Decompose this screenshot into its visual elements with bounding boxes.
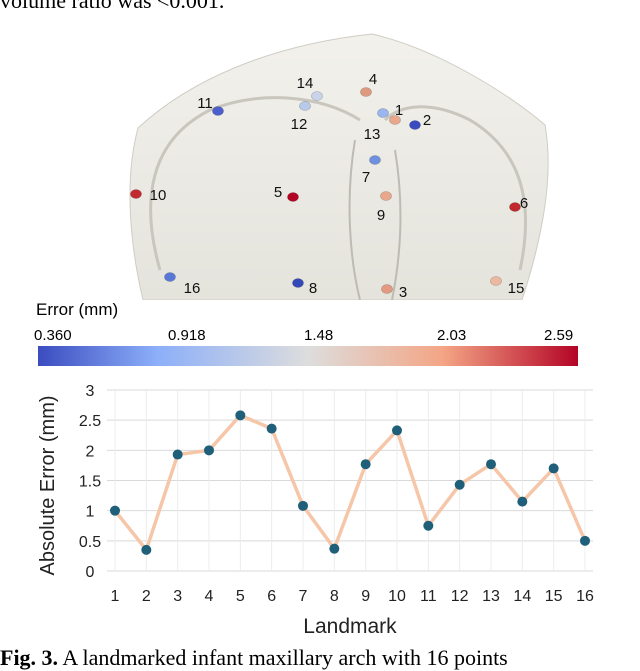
- y-tick-label: 1.5: [79, 474, 101, 491]
- landmark-point-2: [409, 120, 421, 130]
- landmark-label-12: 12: [291, 116, 308, 133]
- landmark-point-5: [287, 192, 299, 202]
- landmark-label-6: 6: [520, 195, 528, 212]
- landmark-point-6: [509, 202, 521, 212]
- data-point-1: [110, 505, 120, 516]
- arch-ridge-left: [149, 96, 361, 271]
- data-point-7: [298, 500, 308, 511]
- x-tick-label: 8: [330, 588, 339, 605]
- landmark-point-11: [212, 106, 224, 116]
- landmark-point-4: [360, 87, 372, 97]
- colorbar-tick-3: 2.03: [437, 327, 467, 344]
- arch-surface: [129, 33, 549, 300]
- x-tick-label: 5: [236, 588, 245, 605]
- x-tick-label: 12: [451, 588, 469, 605]
- y-tick-label: 0: [86, 564, 95, 581]
- landmark-label-4: 4: [369, 71, 377, 88]
- landmark-label-16: 16: [184, 280, 201, 297]
- landmark-point-12: [299, 101, 311, 111]
- landmark-point-15: [490, 276, 502, 286]
- x-tick-label: 14: [513, 588, 531, 605]
- x-tick-label: 3: [173, 588, 182, 605]
- landmark-label-1: 1: [395, 102, 403, 119]
- landmark-point-16: [164, 272, 176, 282]
- data-point-5: [235, 410, 246, 421]
- landmark-label-8: 8: [309, 280, 317, 297]
- landmark-label-13: 13: [364, 126, 381, 143]
- y-tick-label: 0.5: [79, 534, 101, 551]
- x-tick-label: 4: [205, 588, 214, 605]
- series-line: [113, 413, 587, 552]
- x-tick-label: 1: [111, 588, 120, 605]
- x-tick-label: 16: [576, 588, 594, 605]
- figure-label: Fig. 3.: [0, 645, 59, 670]
- landmark-label-15: 15: [508, 280, 525, 297]
- x-tick-label: 9: [361, 588, 370, 605]
- y-axis-label: Absolute Error (mm): [37, 395, 59, 575]
- landmark-point-9: [380, 191, 392, 201]
- figure-caption: Fig. 3. A landmarked infant maxillary ar…: [0, 645, 508, 671]
- data-point-8: [329, 543, 340, 554]
- landmark-label-14: 14: [297, 75, 314, 92]
- colorbar-tick-0: 0.360: [34, 327, 72, 344]
- landmark-point-7: [369, 155, 381, 165]
- landmark-point-1: [389, 115, 401, 125]
- landmark-point-8: [292, 278, 304, 288]
- x-tick-label: 6: [267, 588, 276, 605]
- colorbar-gradient: [38, 346, 578, 366]
- figure-caption-text: A landmarked infant maxillary arch with …: [58, 645, 508, 670]
- x-tick-label: 2: [142, 588, 151, 605]
- landmark-point-13: [377, 108, 389, 118]
- landmark-label-10: 10: [150, 187, 167, 204]
- data-point-3: [172, 449, 183, 460]
- arch-ridge-right: [383, 105, 527, 271]
- landmark-point-3: [381, 284, 393, 294]
- y-tick-label: 3: [86, 383, 95, 400]
- data-point-6: [266, 423, 277, 434]
- y-tick-label: 1: [86, 504, 95, 521]
- x-axis-label: Landmark: [303, 615, 397, 638]
- data-point-15: [548, 463, 559, 474]
- landmark-point-14: [311, 91, 323, 101]
- data-point-16: [580, 535, 590, 546]
- error-line-chart: 00.511.522.531 2 3 4 5 6 7 8 9 10 11 12 13 14 15 16Land…: [37, 383, 594, 638]
- data-point-11: [423, 520, 434, 531]
- x-tick-label: 15: [545, 588, 563, 605]
- colorbar-tick-4: 2.59: [544, 327, 574, 344]
- data-point-10: [392, 425, 402, 436]
- data-point-9: [360, 459, 371, 470]
- y-tick-label: 2.5: [79, 413, 101, 430]
- landmark-label-9: 9: [377, 207, 385, 224]
- cleft-channel: [348, 139, 402, 300]
- x-tick-label: 11: [420, 588, 437, 605]
- data-point-14: [517, 496, 528, 507]
- data-point-13: [486, 459, 496, 470]
- x-tick-label: 13: [482, 588, 500, 605]
- colorbar-tick-1: 0.918: [168, 327, 206, 344]
- landmark-label-7: 7: [362, 169, 370, 186]
- x-tick-label: 7: [299, 588, 308, 605]
- caption-top-text: volume ratio was <0.001.: [0, 0, 225, 13]
- landmark-label-3: 3: [399, 284, 407, 300]
- landmark-label-2: 2: [423, 112, 431, 129]
- data-point-12: [454, 479, 465, 490]
- data-point-4: [204, 445, 214, 456]
- x-tick-label: 10: [388, 588, 406, 605]
- landmark-label-11: 11: [197, 95, 213, 112]
- data-point-2: [141, 544, 152, 555]
- landmark-point-10: [130, 189, 142, 199]
- colorbar-title: Error (mm): [36, 300, 119, 319]
- colorbar-tick-2: 1.48: [304, 327, 334, 344]
- y-tick-label: 2: [86, 443, 95, 460]
- landmark-label-5: 5: [274, 184, 282, 201]
